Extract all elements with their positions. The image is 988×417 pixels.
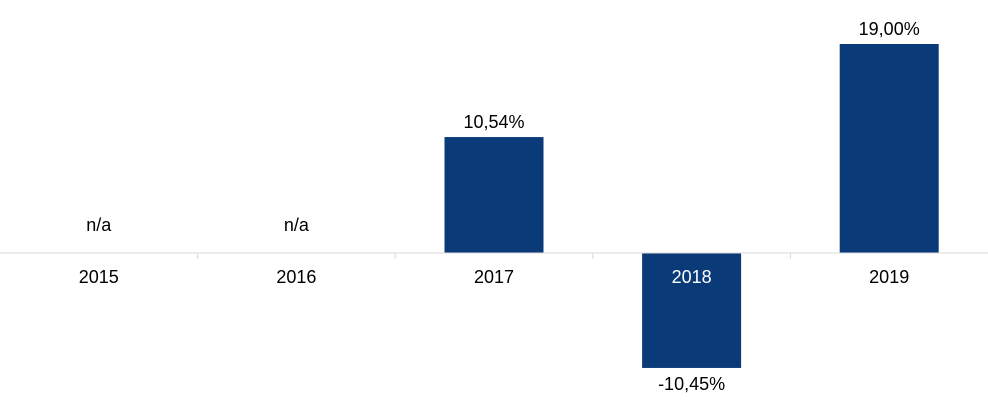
data-label-2018: -10,45% xyxy=(658,374,725,394)
bars-group xyxy=(444,44,939,368)
bar-2017 xyxy=(444,137,544,253)
x-tick-label-2019: 2019 xyxy=(869,267,909,287)
x-tick-label-2017: 2017 xyxy=(474,267,514,287)
data-label-2019: 19,00% xyxy=(859,19,920,39)
labels-group: n/a 2015 n/a 2016 10,54% 2017 -10,45% 2018 19,00… xyxy=(79,19,920,394)
x-axis-ticks xyxy=(197,253,791,259)
x-tick-label-2016: 2016 xyxy=(276,267,316,287)
data-label-2016: n/a xyxy=(284,215,310,235)
bar-2018 xyxy=(642,253,742,368)
data-label-2017: 10,54% xyxy=(463,112,524,132)
bar-2019 xyxy=(839,44,939,253)
x-tick-label-2015: 2015 xyxy=(79,267,119,287)
data-label-2015: n/a xyxy=(86,215,112,235)
x-tick-label-2018: 2018 xyxy=(672,267,712,287)
